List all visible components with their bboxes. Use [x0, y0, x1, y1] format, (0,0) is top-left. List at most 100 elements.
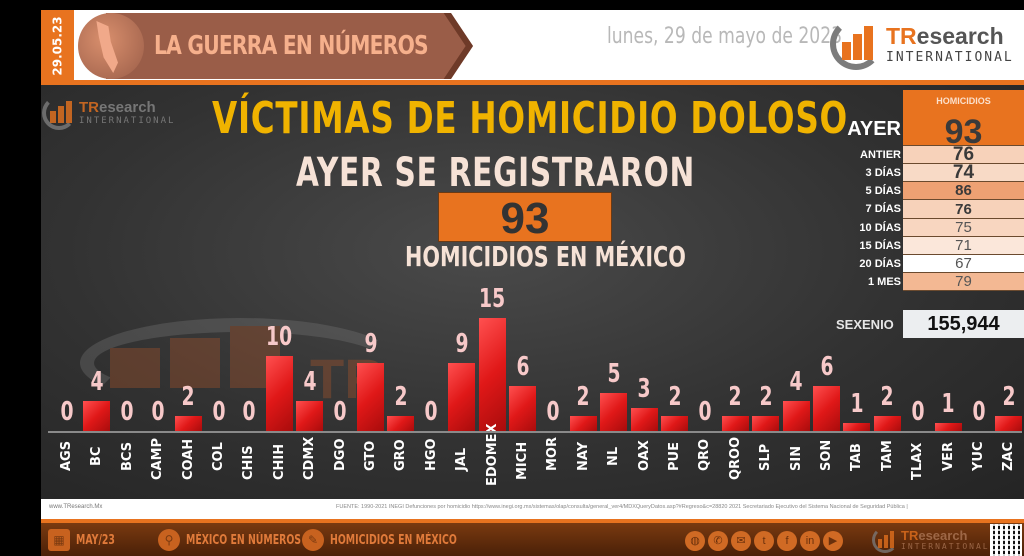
category-label: DGO [327, 438, 357, 488]
category-text: COL [211, 442, 226, 471]
category-label: ZAC [995, 440, 1024, 488]
linkedin-icon[interactable]: in [800, 531, 820, 551]
category-label: GTO [357, 440, 387, 488]
bar [265, 355, 293, 431]
table-row: 3 DÍAS 74 [823, 163, 1024, 182]
banner-title: LA GUERRA EN NÚMEROS [154, 31, 429, 61]
category-text: DGO [332, 438, 348, 471]
bar [448, 363, 476, 431]
bar [296, 400, 324, 431]
phone-icon[interactable]: ✆ [708, 531, 728, 551]
globe-icon[interactable]: ◍ [685, 531, 705, 551]
category-text: OAX [636, 440, 652, 471]
bar [357, 363, 384, 431]
banner: LA GUERRA EN NÚMEROS [78, 13, 473, 79]
category-label: AGS [53, 440, 83, 488]
logo-mark-icon [42, 96, 76, 130]
bar-value-label: 15 [479, 283, 506, 314]
row-label: ANTIER [860, 149, 901, 161]
category-text: AGS [59, 440, 74, 471]
bar-value-label: 6 [819, 351, 834, 382]
bar [752, 415, 780, 431]
bar-value-label: 0 [211, 397, 226, 427]
logo-rest: esearch [99, 99, 156, 116]
panel-logo: TResearch INTERNATIONAL [42, 96, 175, 130]
category-text: SLP [758, 443, 774, 471]
chart-baseline [48, 431, 1022, 433]
bar-value-label: 3 [637, 374, 651, 405]
source-text: FUENTE: 1990-2021 INEGI Defunciones por … [336, 504, 908, 510]
bar-value-label: 6 [515, 351, 530, 382]
category-label: TAM [874, 440, 904, 488]
category-text: ZAC [1001, 441, 1017, 471]
row-value: 76 [903, 145, 1024, 164]
main-title: VÍCTIMAS DE HOMICIDIO DOLOSO [212, 93, 848, 144]
category-label: QRO [691, 438, 721, 488]
bar [569, 415, 597, 431]
category-text: BC [89, 446, 105, 466]
bar-value-label: 0 [242, 397, 256, 427]
bottom-item-mexico: ⚲ MÉXICO EN NÚMEROS [158, 529, 346, 551]
header-logo: TResearch INTERNATIONAL [830, 18, 1014, 70]
bar-value-label: 2 [759, 381, 773, 412]
bar [600, 393, 628, 431]
category-label: QROO [722, 437, 752, 488]
logo-accent: TR [79, 99, 99, 116]
bar-value-label: 2 [880, 381, 894, 412]
category-label: TLAX [904, 440, 934, 488]
bar-value-label: 2 [728, 381, 742, 412]
bottom-bar [41, 523, 1024, 556]
category-label: BC [83, 440, 113, 488]
row-value: 67 [903, 255, 1024, 273]
bottom-item-label: HOMICIDIOS EN MÉXICO [330, 532, 457, 548]
facebook-icon[interactable]: f [777, 531, 797, 551]
category-label: BCS [114, 440, 144, 488]
bar-value-label: 1 [941, 389, 955, 420]
category-label: MICH [509, 440, 539, 488]
table-row: 1 MES 79 [823, 273, 1024, 291]
category-text: TAB [849, 443, 865, 471]
row-label: AYER [847, 118, 901, 140]
subtitle: AYER SE REGISTRARON [296, 150, 695, 196]
bar [387, 415, 415, 431]
row-label: 15 DÍAS [859, 240, 901, 252]
email-icon[interactable]: ✉ [731, 531, 751, 551]
website-link[interactable]: www.TResearch.Mx [49, 504, 103, 510]
bar [83, 400, 111, 431]
table-header: HOMICIDIOS [903, 90, 1024, 112]
category-text: GTO [363, 440, 378, 471]
bar-value-label: 0 [546, 397, 560, 427]
twitter-icon[interactable]: t [754, 531, 774, 551]
date-tab: 29.05.23 [41, 10, 74, 82]
category-text: CHIS [241, 445, 257, 480]
category-label: COAH [175, 439, 205, 488]
category-text: BCS [119, 441, 135, 471]
bottom-item-label: MAY/23 [76, 532, 115, 548]
bar-value-label: 2 [181, 381, 195, 412]
header-date: lunes, 29 de mayo de 2023 [607, 24, 843, 49]
bar-value-label: 4 [303, 366, 317, 397]
youtube-icon[interactable]: ▶ [823, 531, 843, 551]
row-value: 76 [903, 200, 1024, 219]
bar [995, 415, 1023, 431]
category-text: PUE [667, 442, 682, 471]
row-value: 79 [903, 273, 1024, 291]
category-label: CHIS [235, 440, 265, 488]
bar-value-label: 10 [266, 321, 293, 352]
bar [509, 385, 536, 431]
sexenio-value: 155,944 [903, 310, 1024, 338]
bar-value-label: 9 [363, 329, 378, 360]
bar-value-label: 0 [971, 397, 986, 427]
row-label: 10 DÍAS [859, 222, 901, 234]
category-text: HGO [423, 438, 439, 471]
bar-value-label: 0 [424, 397, 438, 427]
category-text: QRO [697, 438, 713, 471]
category-label: EDOMEX [479, 423, 509, 488]
footer-divider [41, 519, 1024, 523]
row-value: 74 [903, 163, 1024, 182]
bottom-item-date: ▦ MAY/23 [48, 529, 130, 551]
banner-arrow [106, 13, 473, 79]
row-label: 5 DÍAS [865, 185, 901, 197]
bar-value-label: 0 [911, 397, 925, 427]
